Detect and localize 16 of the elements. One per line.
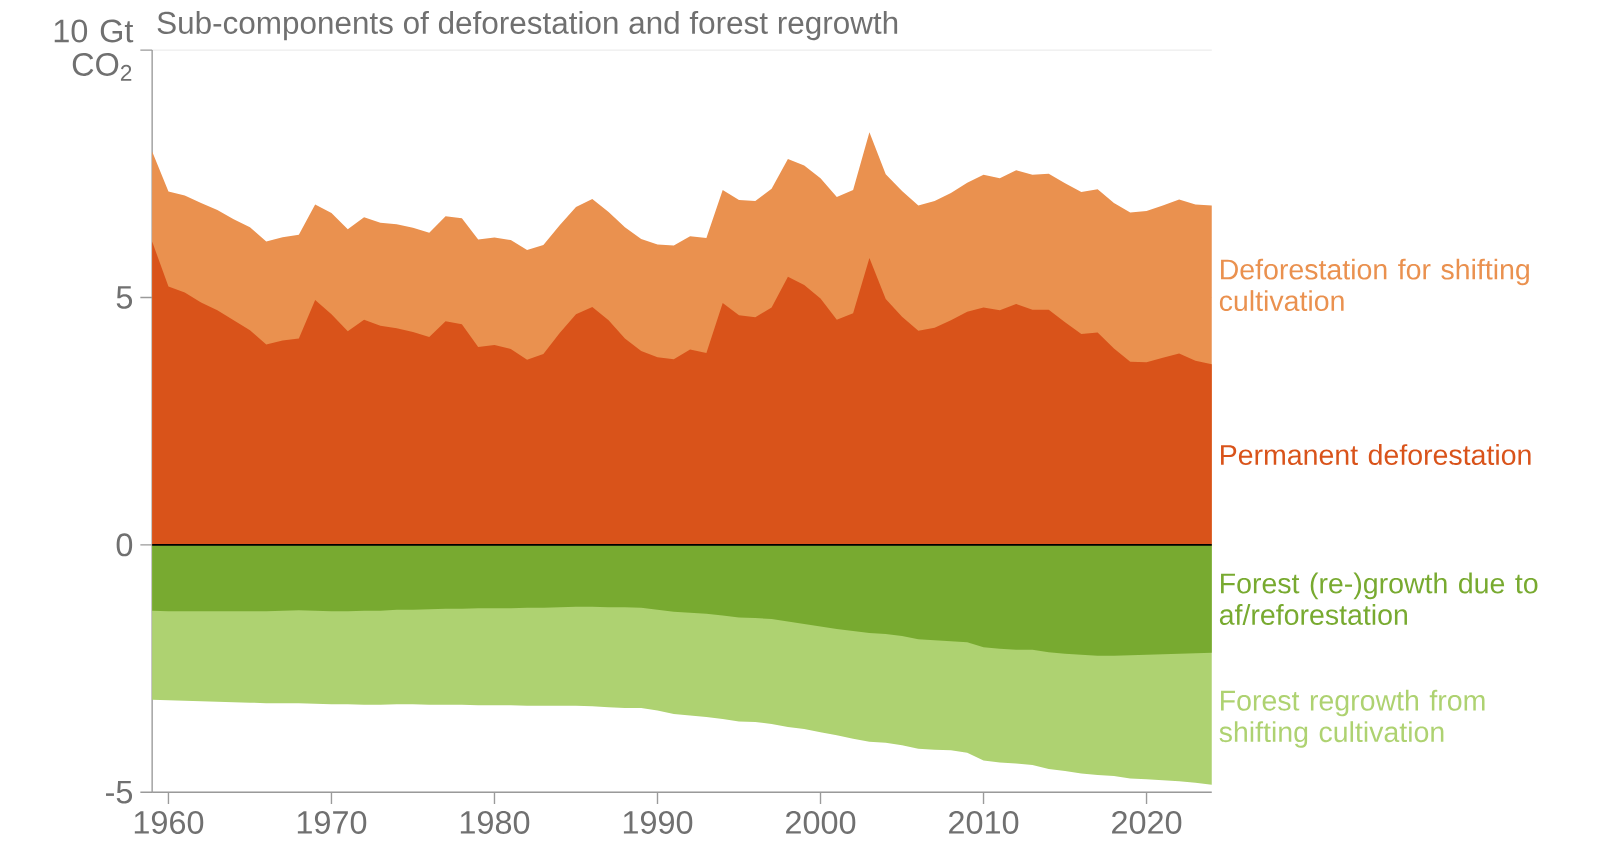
series-label: Permanent deforestation [1221, 444, 1531, 465]
chart-title: Sub-components of deforestation and forest regrowth [157, 10, 898, 41]
x-tick-label: 2010 [949, 810, 1019, 834]
x-tick-label: 2020 [1112, 810, 1182, 834]
series-label: Forest (re-)growth due to af/reforestation [1219, 572, 1538, 625]
y-tick-label: 0 [116, 533, 133, 557]
y-tick-label: 5 [116, 286, 133, 309]
x-tick-label: 1960 [134, 810, 204, 834]
y-tick-label: -5 [106, 780, 133, 804]
x-tick-label: 1990 [623, 810, 693, 834]
series-label: Forest regrowth from shifting cultivation [1219, 689, 1485, 748]
x-tick-label: 2000 [786, 810, 856, 834]
x-tick-label: 1980 [460, 810, 530, 834]
x-tick-label: 1970 [297, 810, 367, 834]
series-label: Deforestation for shifting cultivation [1219, 258, 1529, 311]
y-tick-label: 10 Gt CO$_{2}$ [54, 19, 134, 81]
